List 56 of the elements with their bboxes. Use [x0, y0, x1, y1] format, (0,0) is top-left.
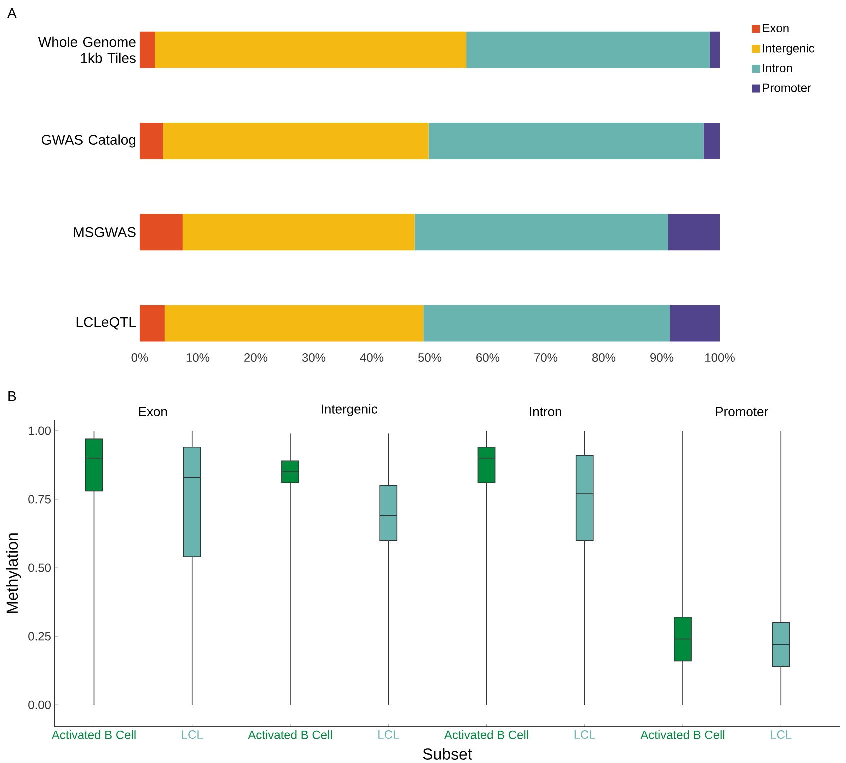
bar: [424, 305, 670, 342]
y-tick-label: 0.75: [28, 495, 51, 504]
bar: [668, 214, 720, 251]
bar: [164, 305, 424, 342]
y-tick-label: Whole Genome 1kb Tiles: [38, 36, 136, 64]
x-tick-label: 90%: [650, 354, 674, 362]
y-tick-label: 0.25: [28, 632, 51, 641]
x-tick-label: 50%: [418, 354, 442, 362]
bar: [182, 214, 415, 251]
text: B: [8, 392, 16, 402]
bar: [466, 32, 710, 68]
x-tick-label: Promoter: [716, 407, 768, 416]
x-axis-title: Subset: [423, 748, 472, 760]
x-tick-label: 100%: [706, 354, 735, 362]
text: Activated B Cell: [52, 730, 136, 740]
bar: [163, 123, 429, 160]
x-tick-label: 60%: [476, 354, 500, 362]
y-axis-title: Methylation: [6, 534, 22, 614]
x-tick-label: 20%: [244, 354, 268, 362]
x-tick-label: 70%: [534, 354, 558, 362]
legend-label: Intron: [763, 64, 792, 73]
y-tick-label: MSGWAS: [74, 227, 136, 238]
y-tick-label: 0.00: [28, 700, 51, 710]
bar: [710, 32, 720, 68]
y-tick-label: GWAS Catalog: [42, 134, 136, 148]
y-tick-label: 1.00: [29, 426, 51, 436]
legend-label: Intergenic: [763, 44, 815, 56]
bar: [140, 305, 165, 342]
x-tick-label: Intron: [530, 407, 562, 416]
bar: [140, 214, 183, 251]
text: Activated B Cell: [248, 730, 332, 740]
bar: [155, 32, 467, 68]
text: Activated B Cell: [640, 730, 725, 740]
text: A: [8, 8, 17, 18]
text: LCL: [378, 730, 400, 740]
text: Activated B Cell: [444, 730, 528, 740]
legend-label: Promoter: [763, 84, 812, 92]
bar: [140, 123, 164, 160]
x-tick-label: Intergenic: [322, 404, 378, 416]
bar: [428, 123, 704, 160]
y-tick-label: 0.50: [28, 564, 51, 572]
x-tick-label: Exon: [139, 407, 168, 416]
bar: [670, 305, 720, 342]
y-tick-label: LCLeQTL: [76, 317, 136, 330]
text: LCL: [574, 730, 596, 740]
x-tick-label: 0%: [132, 354, 148, 362]
x-tick-label: 40%: [360, 354, 384, 362]
legend-label: Exon: [763, 24, 789, 33]
bar: [140, 32, 156, 68]
x-tick-label: 10%: [186, 354, 210, 362]
text: LCL: [182, 730, 203, 740]
bar: [414, 214, 668, 251]
bar: [704, 123, 720, 160]
x-tick-label: 80%: [592, 354, 616, 362]
text: LCL: [771, 730, 792, 740]
x-tick-label: 30%: [302, 354, 326, 362]
